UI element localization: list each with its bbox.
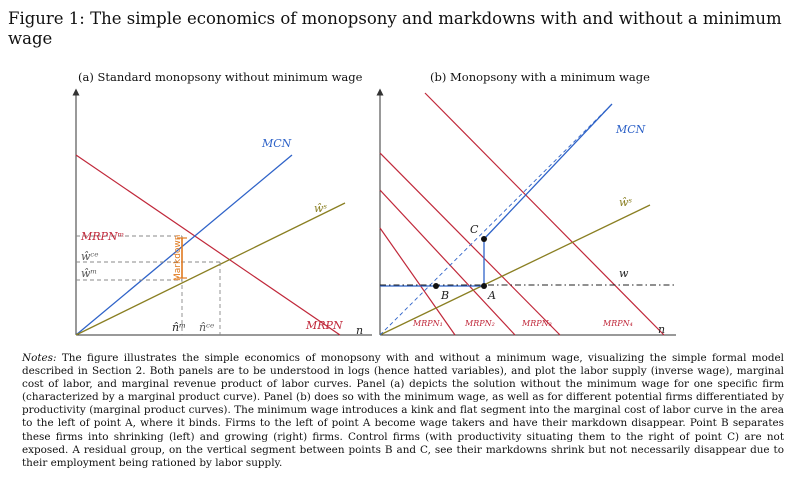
panel-b-point-A bbox=[481, 283, 487, 289]
panel-b-mrpn4-label: MRPN₄ bbox=[602, 319, 633, 328]
panel-b-point-B bbox=[433, 283, 439, 289]
panel-b-mrpn1-label: MRPN₁ bbox=[412, 319, 443, 328]
panel-a-mrpn-curve bbox=[75, 154, 341, 336]
panel-b-w-label: w bbox=[619, 267, 629, 280]
panel-a-ws-label: ŵˢ bbox=[314, 202, 327, 215]
panel-b-ws-label: ŵˢ bbox=[619, 196, 632, 209]
panel-a-supply-curve bbox=[75, 202, 346, 336]
panel-b-n-label: n bbox=[658, 323, 665, 336]
panel-b-mcn-label: MCN bbox=[615, 123, 646, 136]
panel-b: MCN ŵˢ w C B A MRPN₁ MRPN₂ MRPN₃ MRPN₄ n bbox=[376, 88, 676, 336]
figure-notes: Notes: The figure illustrates the simple… bbox=[22, 352, 784, 470]
panel-b-C-label: C bbox=[470, 223, 479, 236]
panel-b-supply-curve bbox=[379, 204, 651, 336]
panel-b-mrpn3-label: MRPN₃ bbox=[521, 319, 552, 328]
figure-caption: Figure 1: The simple economics of monops… bbox=[8, 9, 782, 48]
panel-b-mrpn2-label: MRPN₂ bbox=[464, 319, 495, 328]
panel-a-mcn-label: MCN bbox=[261, 137, 292, 150]
notes-text: The figure illustrates the simple econom… bbox=[22, 352, 784, 469]
panel-b-mrpn3-curve bbox=[379, 152, 561, 336]
panel-a-mcn-curve bbox=[75, 154, 293, 336]
panel-b-A-label: A bbox=[487, 289, 496, 302]
panel-b-mcn-dashed bbox=[379, 103, 613, 336]
panel-a-n-label: n bbox=[356, 324, 363, 337]
notes-label: Notes: bbox=[22, 352, 57, 364]
panel-b-point-C bbox=[481, 236, 487, 242]
panel-b-mrpn4-curve bbox=[424, 92, 665, 336]
panel-b-mrpn2-curve bbox=[379, 189, 516, 336]
panel-a-wm-label: ŵᵐ bbox=[81, 267, 97, 280]
panel-a-nm-label: n̂ᵐ bbox=[172, 321, 186, 334]
panel-b-mcn-curve bbox=[483, 103, 613, 240]
panel-a-mrpn-label: MRPN bbox=[305, 319, 343, 332]
panel-a-mrpn-m-label: MRPNᵐ bbox=[80, 230, 124, 243]
panel-a: Markdown MCN ŵˢ MRPNᵐ ŵᶜᵉ ŵᵐ MRPN n̂ᵐ n̂… bbox=[72, 88, 372, 337]
panel-b-title: (b) Monopsony with a minimum wage bbox=[430, 70, 650, 84]
panel-a-markdown-label: Markdown bbox=[173, 235, 183, 281]
panel-b-B-label: B bbox=[440, 289, 449, 302]
panel-a-nce-label: n̂ᶜᵉ bbox=[199, 321, 214, 334]
panel-b-mrpn1-curve bbox=[379, 227, 456, 336]
panel-a-title: (a) Standard monopsony without minimum w… bbox=[78, 70, 363, 84]
panel-a-wce-label: ŵᶜᵉ bbox=[81, 250, 99, 263]
